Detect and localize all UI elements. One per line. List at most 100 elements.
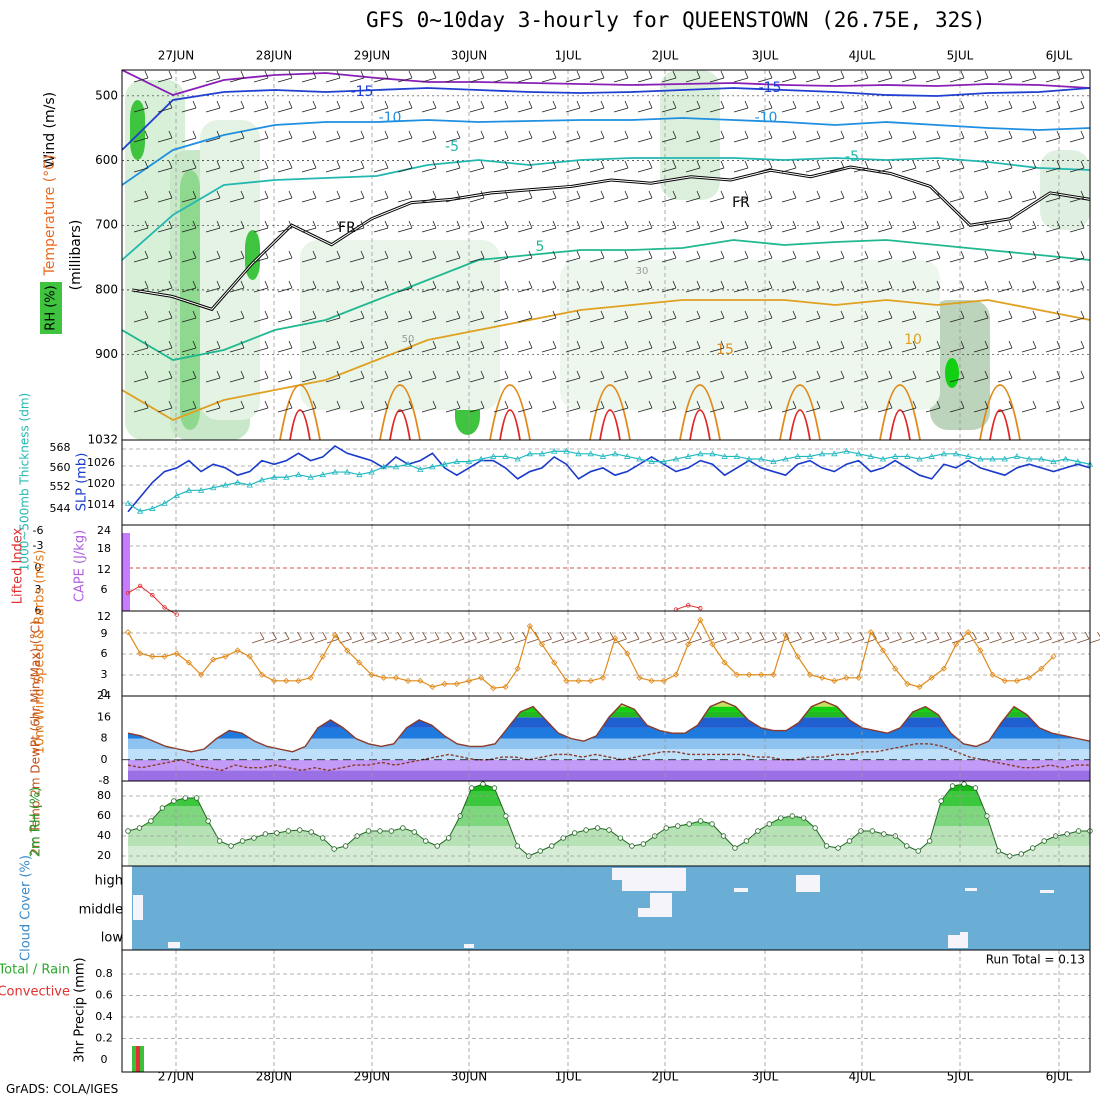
wind-barb-flag [528, 400, 533, 409]
wind10m-barb [714, 638, 727, 644]
wind-barb [1045, 107, 1061, 113]
wind-barb [157, 227, 173, 233]
wind-barb-flag [984, 100, 989, 109]
wind-speed-marker [879, 647, 887, 654]
wind-barb-flag [240, 340, 245, 349]
wind-speed-line [127, 618, 1054, 689]
wind-barb-flag [168, 370, 173, 379]
wind-barb [877, 317, 893, 323]
wind-speed-marker [672, 671, 680, 678]
thickness-marker [575, 450, 582, 457]
rh-marker [961, 781, 967, 787]
hot-contour-6 [889, 409, 911, 441]
wind-barb [373, 317, 389, 323]
wind-barb-flag [864, 160, 869, 169]
wind-barb [829, 347, 845, 353]
wind10m-barb-flag [822, 631, 827, 640]
wind-speed-marker [149, 653, 156, 660]
thickness-marker [1062, 455, 1069, 462]
wind-barb-flag [768, 340, 773, 349]
wind-barb-flag [288, 190, 293, 199]
wind-barb [589, 77, 605, 83]
wind-barb-flag [264, 400, 269, 409]
wind-barb-flag [576, 160, 581, 169]
wind-barb-flag [624, 70, 629, 79]
wind-speed-marker [843, 674, 850, 681]
wind-barb [493, 317, 509, 323]
wind-barb-flag [312, 250, 317, 259]
wind-barb [445, 317, 461, 323]
wind-barb [277, 227, 293, 233]
wind-barb [973, 317, 989, 323]
isotherm-minus20 [121, 69, 1091, 96]
thickness-marker [843, 447, 850, 454]
wind-barb-flag [432, 190, 437, 199]
wind-barb-flag [576, 340, 581, 349]
bottom-date-label: 28JUN [256, 1070, 293, 1084]
wind10m-barb [489, 638, 502, 644]
wind-barb-flag [312, 310, 317, 319]
wind-barb-flag [1032, 310, 1037, 319]
wind-barb-flag [816, 280, 821, 289]
wind-barb [973, 137, 989, 143]
wind-barb [589, 317, 605, 323]
warm-contour-7 [979, 384, 1021, 441]
wind-barb-flag [504, 340, 509, 349]
wind-barb-flag [504, 280, 509, 289]
wind-barb [877, 407, 893, 413]
wind-barb-flag [552, 220, 557, 229]
thickness-marker [295, 471, 302, 478]
wind-barb-flag [312, 130, 317, 139]
wind-speed-marker [271, 677, 278, 684]
wind-barb [469, 407, 485, 413]
wind-barb [229, 107, 245, 113]
wind-barb-flag [624, 340, 629, 349]
wind-barb-flag [672, 70, 677, 79]
li-tick-label: -3 [33, 539, 44, 552]
wind10m-barb [989, 638, 1002, 644]
wind-barb [205, 317, 221, 323]
wind-barb [421, 257, 437, 263]
wind-barb-flag [432, 250, 437, 259]
hot-contour-2 [499, 409, 521, 441]
rh-marker [388, 828, 395, 834]
wind-barb-flag [408, 250, 413, 259]
cape-tick-label: 12 [97, 563, 111, 576]
wind10m-barb-flag [522, 631, 527, 640]
wind-barb-flag [792, 100, 797, 109]
wind-barb [997, 137, 1013, 143]
wind-barb [997, 317, 1013, 323]
wind-barb-flag [912, 340, 917, 349]
rh-tick-label: 60 [97, 809, 111, 822]
thickness-marker [149, 505, 156, 511]
wind10m-barb [326, 638, 340, 644]
wind-barb-flag [144, 130, 149, 139]
thickness-marker [965, 453, 972, 459]
wind-barb [805, 227, 821, 233]
wind10m-barb-flag [359, 631, 365, 640]
wind-barb-flag [720, 130, 725, 139]
precip-legend-convective: Convective [0, 985, 70, 1000]
wind-barb [733, 287, 749, 293]
hot-contour-4 [689, 409, 711, 441]
wind-barb-flag [144, 370, 149, 379]
wind-barb [589, 227, 605, 233]
wind-barb [853, 197, 869, 203]
wind-barb-flag [456, 340, 461, 349]
contour-label: 15 [716, 342, 734, 358]
wind-barb-flag [792, 310, 797, 319]
wind-barb-flag [888, 100, 893, 109]
wind-barb [973, 167, 989, 173]
wind-barb [349, 287, 365, 293]
wind-barb [517, 347, 533, 353]
wind10m-barb-flag [1084, 631, 1090, 640]
rh-shade-11 [300, 240, 500, 410]
wind10m-barb-flag [909, 631, 915, 640]
wind-barb-flag [936, 250, 941, 259]
wind-barb [949, 227, 965, 233]
wind-barb [733, 407, 749, 413]
wind-speed-marker [831, 677, 838, 684]
wind-barb-flag [1032, 70, 1037, 79]
wind-barb-flag [408, 130, 413, 139]
wind-barb [469, 107, 485, 113]
